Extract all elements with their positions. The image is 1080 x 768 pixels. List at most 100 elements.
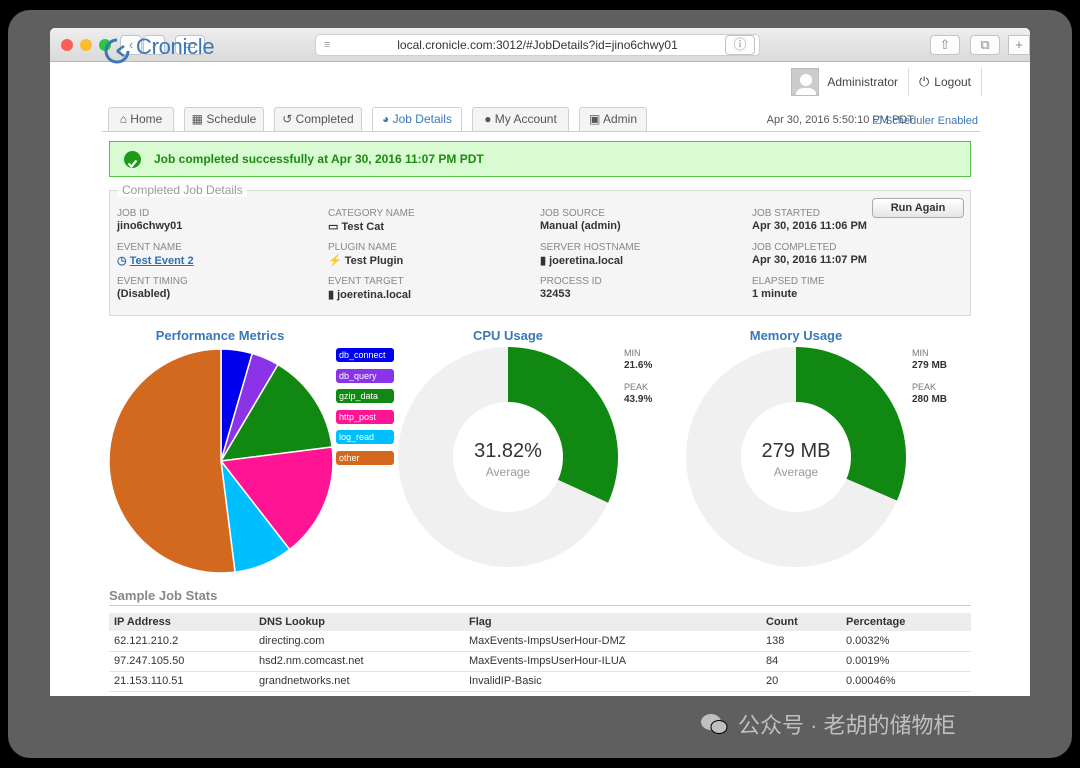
pie-chart-icon: ◕ [382,112,393,126]
forward-icon[interactable]: › [143,35,165,55]
url-text: local.cronicle.com:3012/#JobDetails?id=j… [397,38,678,52]
history-icon: ↺ [282,112,296,126]
reader-icon[interactable]: ≡ [324,39,331,51]
watermark: 公众号 · 老胡的储物柜 [700,708,956,740]
username[interactable]: Administrator [827,75,898,89]
legend-item-other[interactable]: other [336,450,394,465]
watermark-text: 公众号 · 老胡的储物柜 [738,713,956,738]
table-cell: 20 [761,671,841,692]
table-cell: 84 [761,651,841,672]
column-header[interactable]: Count [761,613,841,631]
perf-chart-title: Performance Metrics [155,328,285,343]
table-cell: MaxEvents-ImpsUserHour-DMZ [464,631,761,652]
tab-schedule[interactable]: ▦ Schedule [184,107,264,131]
field-label: Event Target [328,276,404,287]
table-cell: 0.00046% [841,671,971,692]
column-header[interactable]: DNS Lookup [254,613,464,631]
legend-item-log_read[interactable]: log_read [336,430,394,444]
panel-legend: Completed Job Details [118,183,247,197]
perf-slice-other[interactable] [108,348,236,574]
browser-toolbar: ‹ › ▭ ≡ local.cronicle.com:3012/#JobDeta… [50,28,1030,62]
event-name-link[interactable]: Test Event 2 [129,255,194,267]
logout-link[interactable]: Logout [934,75,971,89]
section-divider [109,605,971,606]
legend-item-db_query[interactable]: db_query [336,368,394,383]
calendar-icon: ▦ [191,112,207,126]
tab-completed[interactable]: ↺ Completed [274,107,362,131]
field-label: Plugin Name [328,242,397,253]
server-icon: ▮ [540,255,550,267]
new-tab-icon[interactable]: + [1008,35,1030,55]
cpu-min-value: 21.6% [624,360,653,371]
column-header[interactable]: IP Address [109,613,254,631]
field-label: Server Hostname [540,242,641,253]
legend-item-gzip_data[interactable]: gzip_data [336,389,394,403]
column-header[interactable]: Flag [464,613,761,631]
legend-item-http_post[interactable]: http_post [336,409,394,424]
cpu-slice-1[interactable] [397,347,609,567]
mem-chart-title: Memory Usage [749,328,843,343]
table-cell: 62.121.210.2 [109,631,254,652]
field-label: Event Name [117,242,182,253]
back-icon[interactable]: ‹ [120,35,142,55]
user-icon: ● [484,112,495,126]
memory-donut-chart [686,347,906,567]
table-cell: 0.0032% [841,631,971,652]
perf-slice-gzip_data[interactable] [219,363,333,462]
table-cell: InvalidIP-Basic [464,671,761,692]
field-value: Manual (admin) [540,220,621,232]
field-value: 1 minute [752,288,798,300]
table-row: 62.121.210.2 directing.com MaxEvents-Imp… [109,631,971,652]
column-header[interactable]: Percentage [841,613,971,631]
cpu-peak-value: 43.9% [624,394,653,405]
table-cell: hsd2.nm.comcast.net [254,651,464,672]
cpu-slice-0[interactable] [508,347,618,503]
wechat-icon [700,713,728,735]
tab-my-account[interactable]: ● My Account [472,107,569,131]
app-logo-text[interactable]: Cronicle [136,34,215,59]
table-header-row: IP Address DNS Lookup Flag Count Percent… [109,613,971,631]
scheduler-toggle[interactable]: ☑ Scheduler Enabled [872,115,978,127]
plug-icon: ⚡ [328,255,345,267]
power-icon[interactable]: ⏻ [919,74,930,89]
sidebar-icon[interactable]: ▭ [175,35,205,55]
checkbox-icon: ☑ [872,115,886,127]
avatar[interactable] [791,68,820,96]
share-icon[interactable]: ⇧ [930,35,960,55]
table-cell: 97.247.105.50 [109,651,254,672]
table-cell: directing.com [254,631,464,652]
close-window-button[interactable] [61,39,73,51]
field-label: Job Source [540,208,606,219]
tab-job-details[interactable]: ◕ Job Details [372,107,462,132]
table-cell: 21.153.110.51 [109,671,254,692]
field-label: Job Started [752,208,820,219]
address-bar[interactable]: ≡ local.cronicle.com:3012/#JobDetails?id… [315,34,760,56]
field-label: Process ID [540,276,602,287]
memory-slice-1[interactable] [686,347,897,567]
cpu-donut-chart [397,347,618,567]
perf-slice-http_post[interactable] [219,446,334,551]
clock-icon: ◷ [117,255,130,267]
banner-text: Job completed successfully at Apr 30, 20… [154,152,484,166]
tab-admin[interactable]: ▣ Admin [579,107,647,131]
field-label: Job ID [117,208,150,219]
zoom-window-button[interactable] [99,39,111,51]
user-area: Administrator ⏻ Logout [791,68,982,96]
check-circle-icon [124,151,141,169]
tab-home[interactable]: ⌂ Home [108,107,174,131]
legend-item-db_connect[interactable]: db_connect [336,348,394,362]
stats-table: IP Address DNS Lookup Flag Count Percent… [109,613,971,692]
cpu-average-value: 31.82% [474,440,542,462]
home-icon: ⌂ [119,112,131,126]
memory-slice-0[interactable] [796,347,906,501]
event-name-value: ◷ Test Event 2 [117,254,194,267]
minimize-window-button[interactable] [80,39,92,51]
field-value: ▮ joeretina.local [328,289,412,301]
server-clock: Apr 30, 2016 5:50:10 PM PDT [766,114,914,126]
info-icon[interactable]: ⓘ [725,35,755,55]
memory-min-label: Min [912,348,929,358]
run-again-button[interactable]: Run Again [872,198,964,218]
field-value: ▭ Test Cat [328,221,385,233]
tabs-icon[interactable]: ⧉ [970,35,1000,55]
job-details-panel: Completed Job Details [109,183,971,316]
